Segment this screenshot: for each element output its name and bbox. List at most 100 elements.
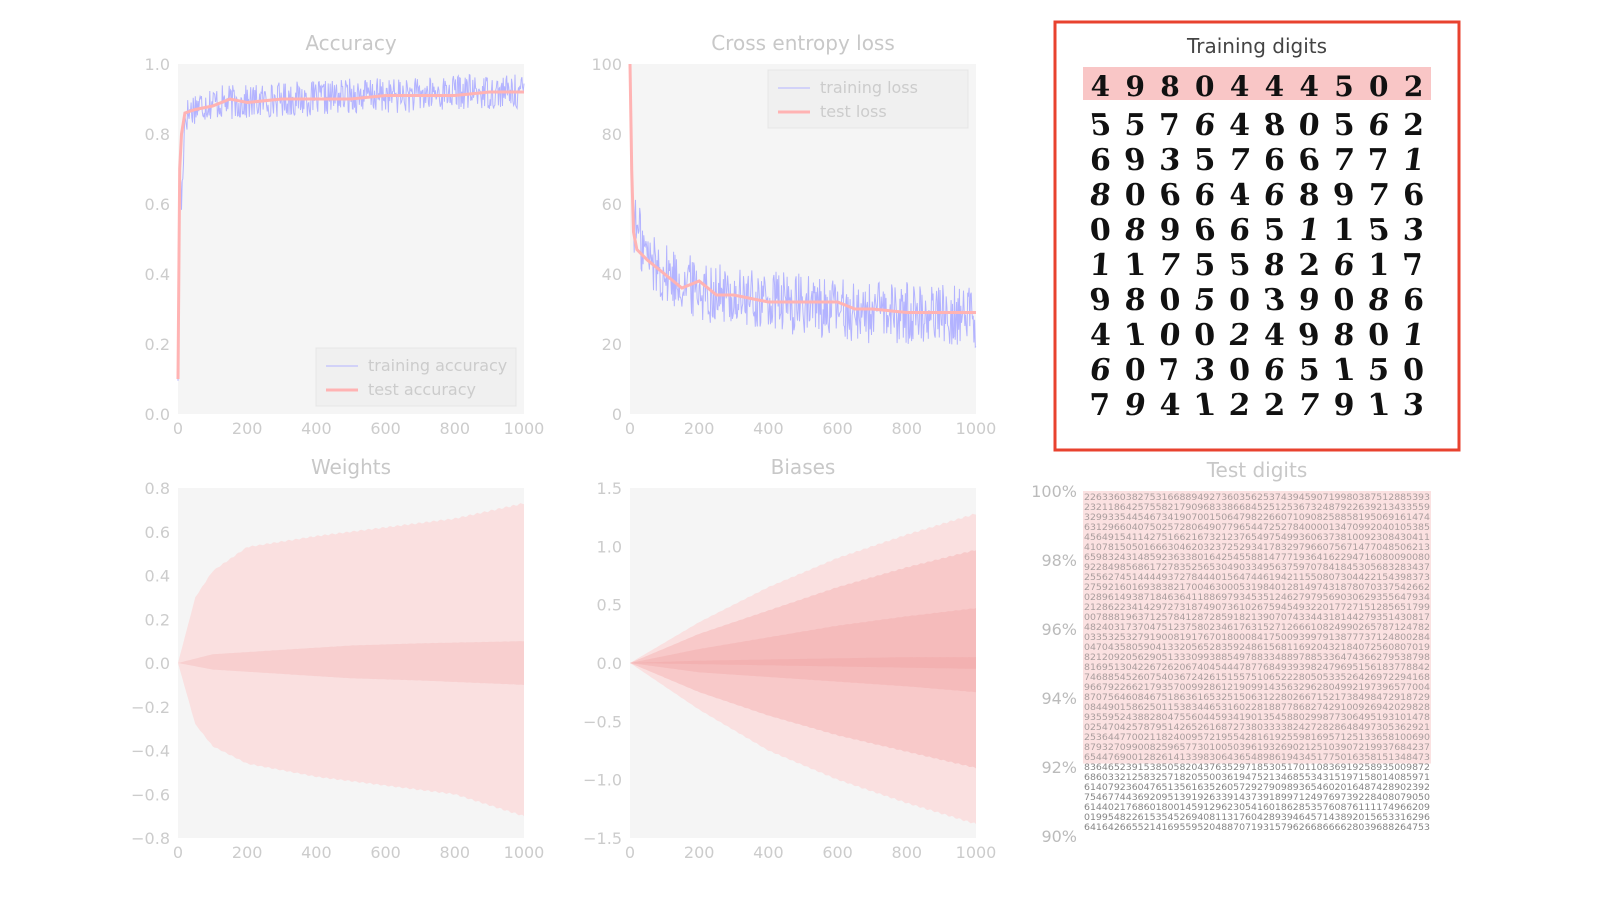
training-digit: 1 — [1089, 248, 1112, 283]
training-digit: 0 — [1228, 353, 1251, 388]
training-digit: 5 — [1366, 213, 1392, 248]
test-error-band — [1083, 491, 1431, 764]
x-tick-label: 400 — [753, 843, 784, 862]
training-digit: 8 — [1124, 283, 1147, 318]
training-digit: 9 — [1298, 283, 1321, 318]
training-digit: 5 — [1194, 248, 1215, 283]
y-tick-label: 0.4 — [145, 567, 170, 586]
test-digit-row: 0199548226153545269408113176042893946457… — [1084, 812, 1430, 823]
training-digit: 6 — [1402, 178, 1425, 213]
training-digit: 7 — [1332, 143, 1355, 178]
test-digit-row: 9355952438828047556044593419013545880299… — [1084, 712, 1430, 723]
y-tick-label: 0.6 — [145, 523, 170, 542]
test-digit-row: 2556274514444937278444015647446194211550… — [1084, 572, 1430, 583]
test-digit-row: 4107815050166630462032372529341783297966… — [1084, 542, 1430, 553]
x-tick-label: 200 — [684, 419, 715, 438]
training-digit: 8 — [1262, 108, 1288, 143]
test-digit-row: 2321186425755821790968338668452512536732… — [1084, 502, 1430, 513]
x-tick-label: 800 — [440, 843, 471, 862]
training-digit: 4 — [1265, 70, 1284, 103]
y-tick-label: 1.5 — [597, 479, 622, 498]
band-area — [630, 657, 976, 669]
training-digit: 5 — [1299, 353, 1320, 388]
x-tick-label: 200 — [232, 843, 263, 862]
legend-entry: test accuracy — [368, 380, 476, 399]
chart-panel-1: Cross entropy loss 0 200 400 600 800 1000 0 20 40… — [591, 31, 996, 438]
test-y-tick: 94% — [1041, 689, 1077, 708]
test-digit-row: 6144021768601800145912962305416018628535… — [1084, 802, 1430, 813]
training-digit: 1 — [1366, 388, 1392, 423]
test-digit-row: 8707564608467518636165325150631228026671… — [1084, 692, 1430, 703]
test-digit-row: 0289614938718463641188697934535124627979… — [1084, 592, 1430, 603]
training-digit: 6 — [1192, 213, 1218, 248]
training-digit: 2 — [1228, 388, 1251, 423]
test-digit-row: 8793270990082596577301005039619326902125… — [1084, 742, 1430, 753]
test-digit-row: 7546774436920951391926339143739189971249… — [1084, 792, 1430, 803]
training-digit: 6 — [1296, 143, 1322, 178]
training-digit: 0 — [1158, 318, 1181, 353]
training-digit: 6 — [1403, 283, 1424, 318]
test-y-tick: 96% — [1041, 620, 1077, 639]
training-digit: 5 — [1227, 248, 1253, 283]
training-digit: 6 — [1261, 353, 1287, 388]
test-digit-grid: 2263360382753166889492736035625374394590… — [1084, 492, 1430, 833]
test-digit-row: 2759216016938382170046300053198401281497… — [1084, 582, 1430, 593]
x-tick-label: 1000 — [956, 843, 997, 862]
x-tick-label: 400 — [753, 419, 784, 438]
training-digit: 5 — [1192, 283, 1218, 318]
training-digit: 6 — [1090, 143, 1111, 178]
legend-entry: training accuracy — [368, 356, 507, 375]
training-digit: 6 — [1192, 108, 1218, 143]
x-tick-label: 200 — [684, 843, 715, 862]
y-tick-label: 0 — [612, 405, 622, 424]
band-area — [178, 641, 524, 685]
training-digit: 8 — [1366, 283, 1392, 318]
training-digit: 1 — [1192, 388, 1218, 423]
y-tick-label: 0.0 — [145, 405, 170, 424]
test-y-tick: 90% — [1041, 827, 1077, 846]
x-tick-label: 1000 — [504, 419, 545, 438]
test-digit-row: 4824031737047512375802346176315271266610… — [1084, 622, 1430, 633]
y-tick-label: −0.6 — [131, 785, 170, 804]
training-digit: 3 — [1158, 143, 1181, 178]
training-digit: 6 — [1261, 178, 1287, 213]
x-tick-label: 1000 — [504, 843, 545, 862]
test-digit-row: 6544769001282614133983064365489861943451… — [1084, 752, 1430, 763]
training-digit: 7 — [1157, 248, 1183, 283]
test-digit-row: 0335325327919008191767018000841750093997… — [1084, 632, 1430, 643]
x-tick-label: 600 — [822, 843, 853, 862]
training-digit: 2 — [1404, 70, 1423, 103]
x-tick-label: 200 — [232, 419, 263, 438]
training-digit: 4 — [1299, 70, 1318, 103]
test-digit-row: 6140792360476513561635260572927909893654… — [1084, 782, 1430, 793]
test-y-tick: 92% — [1041, 758, 1077, 777]
training-digit: 9 — [1125, 70, 1144, 103]
x-tick-label: 600 — [370, 419, 401, 438]
training-digit: 7 — [1367, 143, 1390, 178]
training-digit: 3 — [1193, 353, 1216, 388]
chart-title: Weights — [311, 455, 391, 479]
training-digit: 0 — [1125, 178, 1146, 213]
training-digit: 7 — [1401, 248, 1427, 283]
test-digit-row: 6416426655214169559520488707193157962668… — [1084, 822, 1430, 833]
test-digits-panel: Test digits 100% 98% 96% 94% 92% 90% 2263360382… — [1031, 458, 1431, 846]
x-tick-label: 800 — [440, 419, 471, 438]
training-digit: 0 — [1229, 283, 1250, 318]
training-digit: 9 — [1160, 213, 1181, 248]
training-digit: 8 — [1087, 178, 1113, 213]
training-digit: 4 — [1264, 318, 1285, 353]
training-digit: 7 — [1158, 108, 1181, 143]
test-digit-row: 8212092056290513330993885497883348897885… — [1084, 652, 1430, 663]
y-tick-label: 1.0 — [145, 55, 170, 74]
x-tick-label: 0 — [173, 843, 183, 862]
training-digit: 2 — [1298, 248, 1321, 283]
training-digit: 0 — [1158, 283, 1181, 318]
chart-title: Biases — [771, 455, 836, 479]
test-digit-row: 6312966040750257280649077965447252784000… — [1084, 522, 1430, 533]
training-digit: 9 — [1334, 388, 1355, 423]
training-digit: 8 — [1299, 178, 1320, 213]
training-digit: 0 — [1367, 318, 1390, 353]
training-digit: 7 — [1157, 353, 1183, 388]
x-tick-label: 600 — [370, 843, 401, 862]
